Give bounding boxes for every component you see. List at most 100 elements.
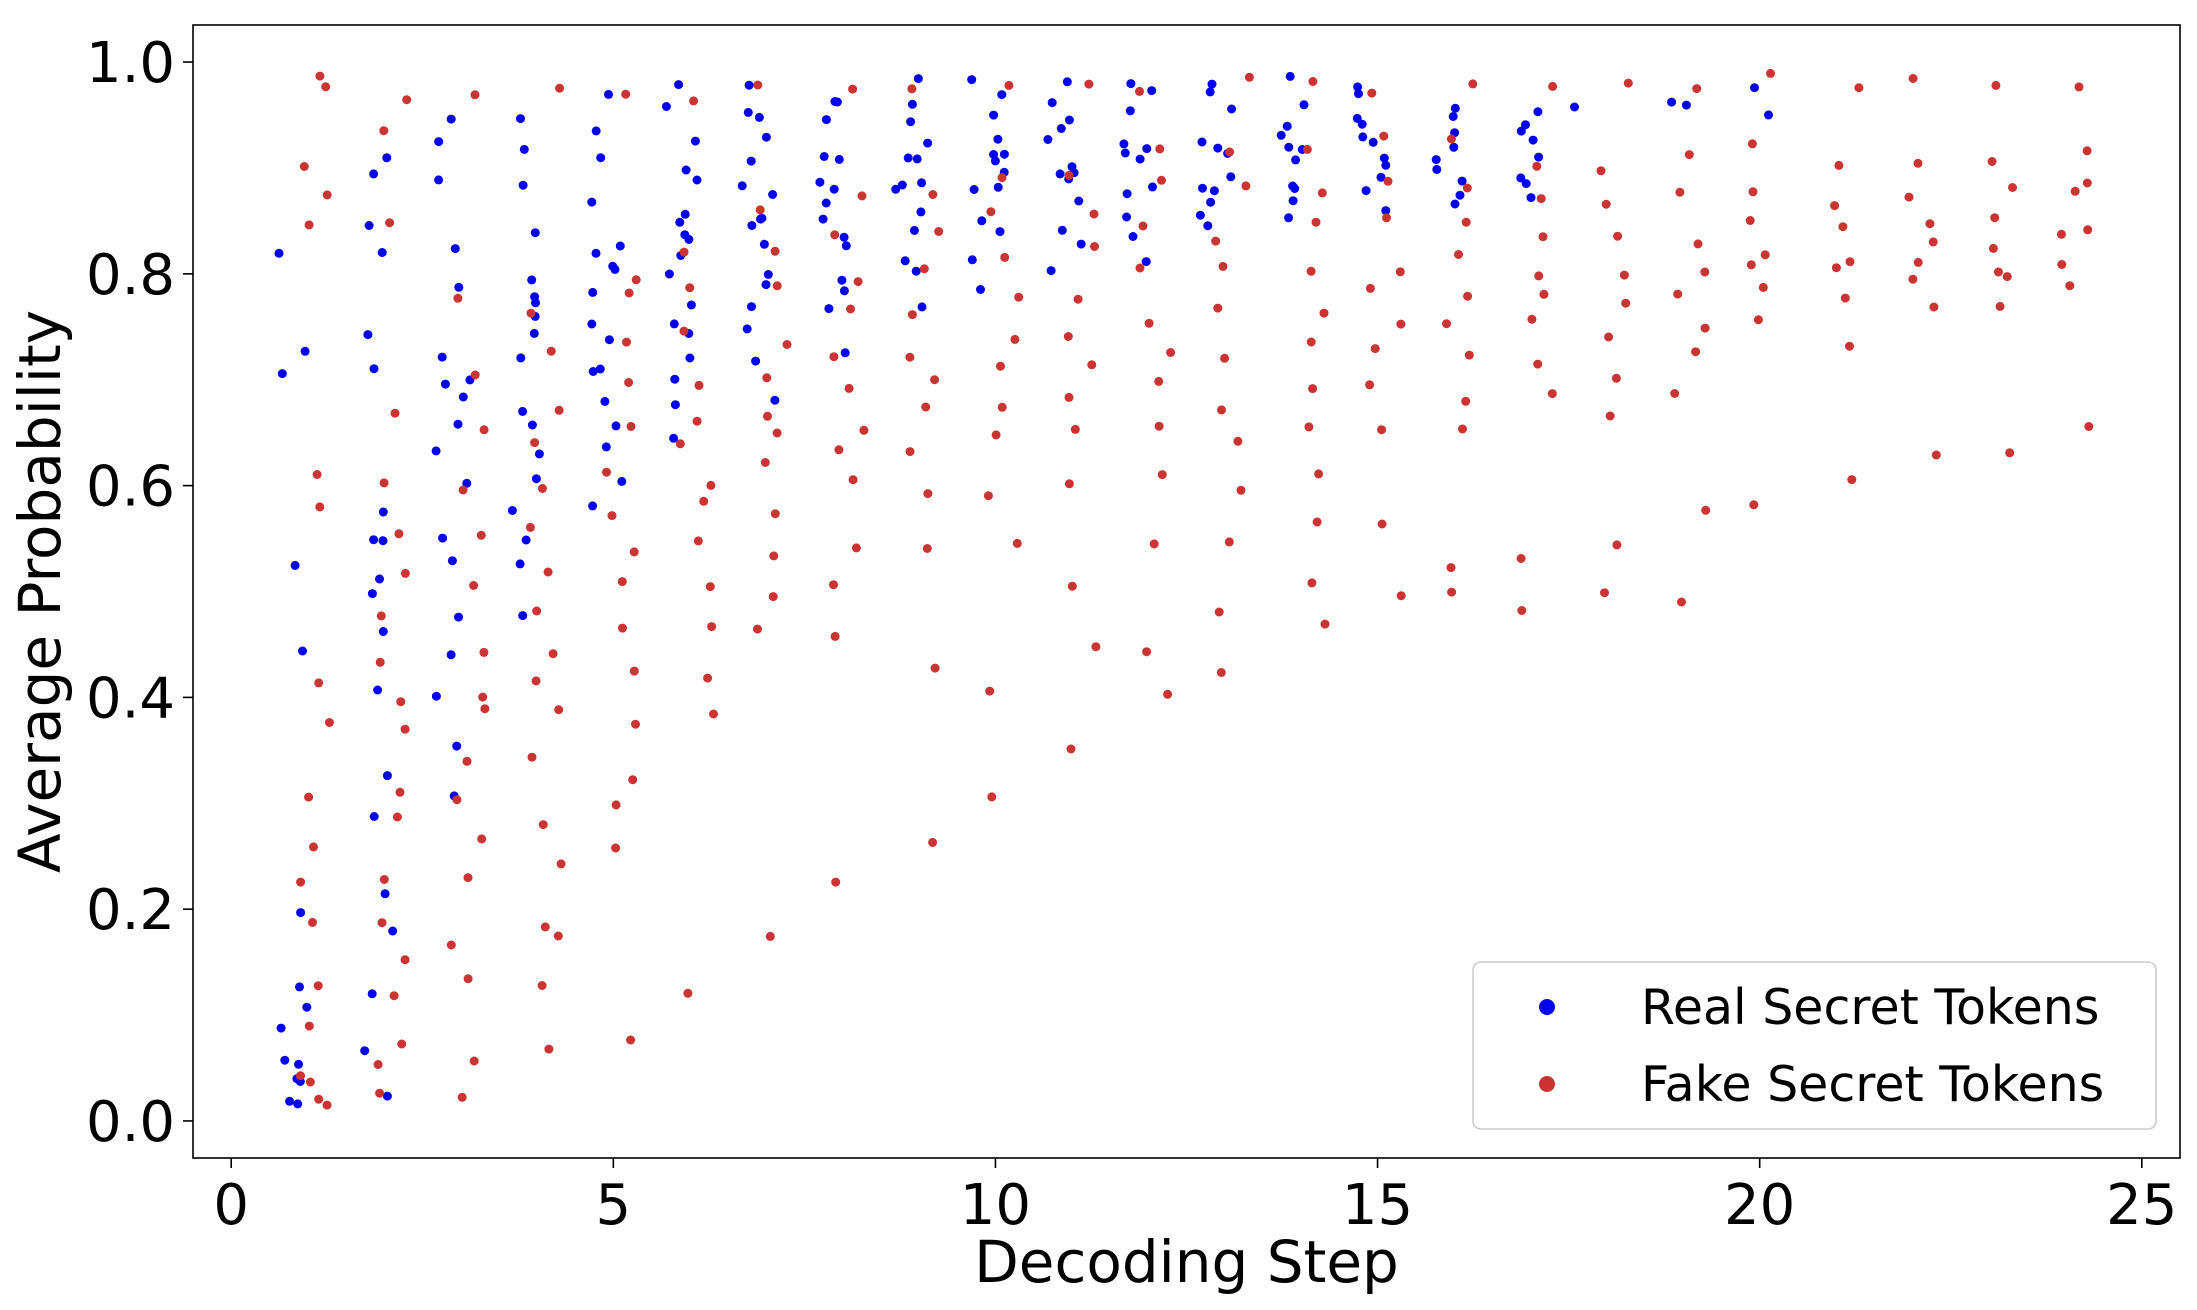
data-point	[379, 478, 389, 488]
data-point	[308, 917, 317, 927]
data-point	[900, 256, 910, 266]
data-point	[587, 197, 597, 207]
data-point	[1206, 197, 1216, 207]
data-point	[1845, 341, 1854, 351]
data-point	[1838, 222, 1848, 232]
data-point	[859, 425, 869, 435]
data-point	[477, 834, 487, 844]
data-point	[290, 560, 300, 570]
data-point	[532, 606, 542, 616]
data-point	[1224, 537, 1234, 547]
data-point	[1463, 291, 1473, 301]
plot-frame	[192, 24, 2181, 1159]
data-point	[1214, 607, 1224, 617]
data-point	[382, 1091, 392, 1101]
points-layer	[274, 68, 2094, 1110]
data-point	[534, 449, 544, 459]
data-point	[1125, 106, 1135, 116]
data-point	[1692, 84, 1702, 94]
data-point	[531, 676, 541, 686]
data-point	[1154, 376, 1164, 386]
data-point	[674, 80, 684, 90]
data-point	[824, 304, 834, 314]
data-point	[993, 182, 1003, 192]
data-point	[604, 335, 614, 345]
data-point	[476, 530, 486, 540]
data-point	[709, 709, 718, 719]
data-point	[462, 756, 472, 766]
data-point	[622, 337, 631, 347]
data-point	[1367, 88, 1377, 98]
data-point	[516, 114, 525, 124]
data-point	[996, 361, 1005, 371]
data-point	[1207, 79, 1217, 89]
data-point	[681, 165, 691, 175]
data-point	[1431, 155, 1441, 165]
data-point	[1613, 231, 1623, 241]
data-point	[1376, 172, 1386, 182]
data-point	[768, 190, 778, 199]
data-point	[815, 177, 825, 187]
data-point	[300, 346, 310, 356]
data-point	[438, 533, 448, 543]
data-point	[819, 152, 829, 161]
data-point	[1601, 199, 1611, 209]
data-point	[554, 705, 564, 715]
data-point	[1213, 303, 1223, 313]
data-point	[1126, 79, 1136, 89]
data-point	[1516, 173, 1526, 183]
data-point	[1749, 500, 1759, 510]
data-point	[363, 330, 373, 340]
data-point	[2002, 272, 2012, 282]
data-point	[379, 875, 389, 884]
data-point	[737, 181, 747, 191]
data-point	[1764, 110, 1773, 120]
data-point	[1218, 261, 1228, 271]
data-point	[1163, 689, 1173, 699]
data-point	[1670, 389, 1680, 398]
data-point	[538, 820, 548, 830]
data-point	[905, 447, 915, 457]
data-point	[1528, 135, 1538, 145]
data-point	[770, 395, 780, 405]
data-point	[1539, 289, 1549, 299]
data-point	[907, 99, 917, 109]
data-point	[395, 787, 405, 797]
data-point	[1304, 422, 1314, 432]
data-point	[382, 771, 392, 781]
data-point	[1122, 212, 1132, 222]
data-point	[434, 175, 444, 185]
data-point	[967, 75, 977, 85]
data-point	[1066, 744, 1076, 754]
y-tick-label: 0.4	[86, 666, 175, 731]
data-point	[280, 1055, 290, 1065]
data-point	[680, 209, 690, 219]
data-point	[772, 281, 782, 291]
data-point	[761, 280, 771, 290]
data-point	[469, 1056, 479, 1066]
data-point	[2065, 281, 2075, 291]
data-point	[588, 287, 598, 297]
data-point	[1840, 293, 1850, 303]
data-point	[834, 445, 844, 455]
data-point	[516, 353, 526, 363]
data-point	[1521, 179, 1531, 189]
legend-marker	[1539, 999, 1555, 1015]
data-point	[1357, 119, 1367, 129]
data-point	[1604, 332, 1614, 342]
data-point	[1700, 323, 1710, 333]
data-point	[1464, 350, 1474, 360]
y-tick-label: 0.0	[86, 1090, 175, 1155]
data-point	[760, 458, 770, 467]
data-point	[1067, 581, 1077, 591]
data-point	[378, 627, 388, 636]
data-point	[302, 1002, 312, 1012]
data-point	[1299, 100, 1309, 110]
data-point	[1284, 213, 1294, 223]
data-point	[313, 981, 323, 991]
data-point	[1353, 82, 1363, 92]
data-point	[923, 138, 933, 148]
data-point	[530, 228, 540, 238]
data-point	[661, 102, 671, 111]
data-point	[987, 792, 997, 802]
